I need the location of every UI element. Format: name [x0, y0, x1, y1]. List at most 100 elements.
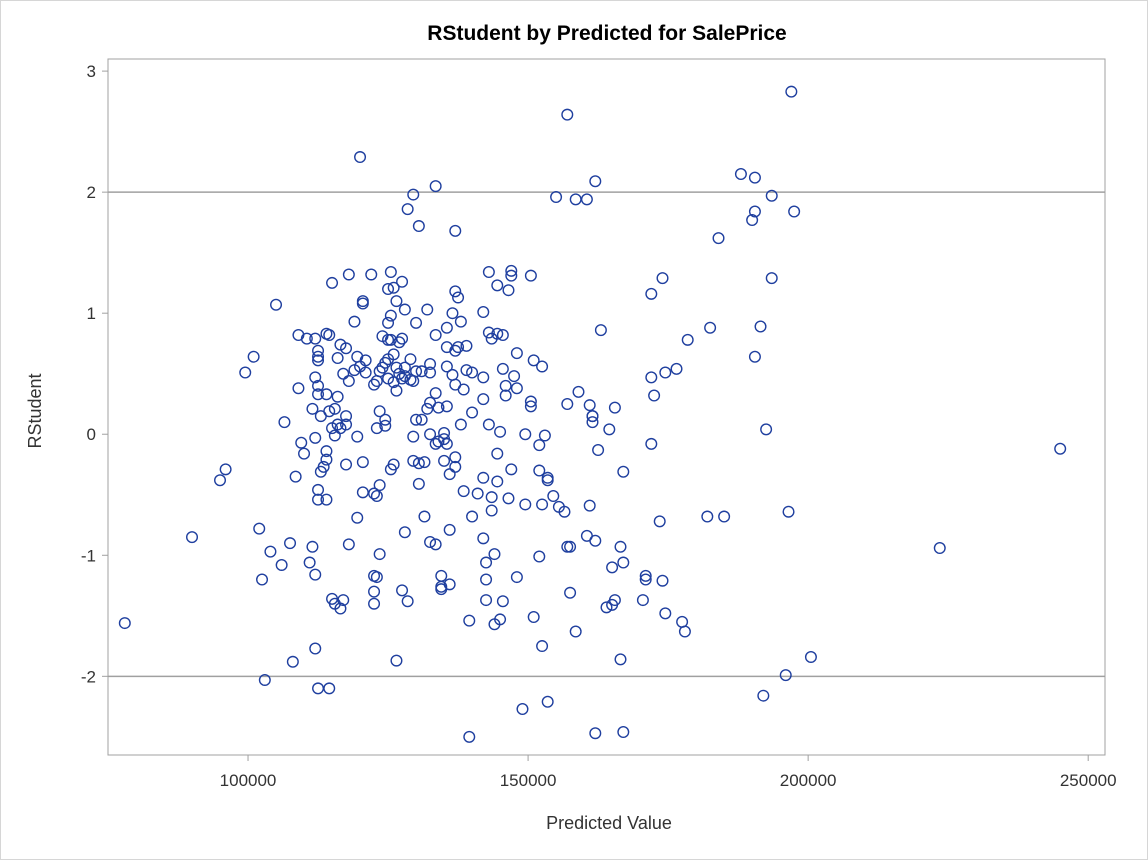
data-point	[541, 695, 554, 708]
data-point	[317, 460, 330, 473]
y-tick-label: -2	[81, 667, 96, 686]
data-point	[704, 321, 717, 334]
data-point	[289, 470, 302, 483]
data-point	[351, 511, 364, 524]
data-point	[748, 205, 761, 218]
data-point	[491, 447, 504, 460]
data-point	[718, 510, 731, 523]
data-point	[421, 303, 434, 316]
data-point	[656, 272, 669, 285]
data-point	[480, 556, 493, 569]
data-point	[589, 175, 602, 188]
data-point	[788, 205, 801, 218]
data-point	[452, 291, 465, 304]
data-point	[373, 548, 386, 561]
data-point	[454, 418, 467, 431]
data-point	[538, 429, 551, 442]
data-point	[541, 474, 554, 487]
data-point	[639, 573, 652, 586]
data-point	[712, 232, 725, 245]
data-point	[617, 726, 630, 739]
data-point	[653, 515, 666, 528]
data-point	[219, 463, 232, 476]
data-point	[617, 465, 630, 478]
data-point	[482, 326, 495, 339]
data-point	[309, 371, 322, 384]
data-point	[527, 611, 540, 624]
data-point	[446, 368, 459, 381]
data-point	[382, 282, 395, 295]
data-point	[757, 689, 770, 702]
data-point	[586, 416, 599, 429]
data-point	[676, 615, 689, 628]
data-point	[412, 457, 425, 470]
data-point	[390, 295, 403, 308]
data-point	[519, 428, 532, 441]
data-point	[435, 569, 448, 582]
data-point	[368, 378, 381, 391]
data-point	[746, 213, 759, 226]
data-point	[572, 385, 585, 398]
data-point	[312, 493, 325, 506]
data-point	[410, 316, 423, 329]
data-point	[541, 471, 554, 484]
data-point	[516, 703, 529, 716]
data-point	[275, 558, 288, 571]
data-point	[365, 268, 378, 281]
data-point	[253, 522, 266, 535]
data-point	[331, 351, 344, 364]
data-point	[580, 193, 593, 206]
data-point	[443, 523, 456, 536]
data-point	[754, 320, 767, 333]
reference-lines	[108, 191, 1105, 678]
data-point	[449, 224, 462, 237]
data-point	[340, 458, 353, 471]
data-point	[701, 510, 714, 523]
data-point	[356, 456, 369, 469]
data-point	[306, 540, 319, 553]
data-point	[449, 344, 462, 357]
data-point	[387, 281, 400, 294]
data-point	[370, 422, 383, 435]
data-point	[491, 475, 504, 488]
data-point	[645, 287, 658, 300]
data-point	[508, 370, 521, 383]
data-point	[368, 585, 381, 598]
data-point	[323, 682, 336, 695]
data-point	[432, 435, 445, 448]
data-point	[429, 328, 442, 341]
data-point	[440, 321, 453, 334]
data-point	[421, 402, 434, 415]
data-point	[382, 316, 395, 329]
data-point	[438, 454, 451, 467]
data-point	[424, 358, 437, 371]
data-point	[368, 597, 381, 610]
data-point	[491, 279, 504, 292]
y-tick-label: 2	[87, 183, 96, 202]
data-point	[373, 365, 386, 378]
data-point	[586, 410, 599, 423]
data-point	[440, 437, 453, 450]
data-point	[536, 640, 549, 653]
data-point	[452, 341, 465, 354]
data-point	[415, 365, 428, 378]
y-tick-label: 1	[87, 304, 96, 323]
data-point	[354, 151, 367, 164]
data-point	[359, 354, 372, 367]
data-point	[373, 479, 386, 492]
data-point	[524, 400, 537, 413]
data-point	[496, 362, 509, 375]
data-point	[449, 285, 462, 298]
data-point	[418, 510, 431, 523]
data-point	[480, 594, 493, 607]
data-point	[320, 453, 333, 466]
chart-title: RStudent by Predicted for SalePrice	[427, 22, 786, 45]
data-point	[1054, 442, 1067, 455]
data-point	[510, 571, 523, 584]
data-point	[379, 413, 392, 426]
data-point	[561, 397, 574, 410]
data-point	[765, 189, 778, 202]
data-point	[387, 348, 400, 361]
data-point	[303, 556, 316, 569]
data-point	[337, 594, 350, 607]
